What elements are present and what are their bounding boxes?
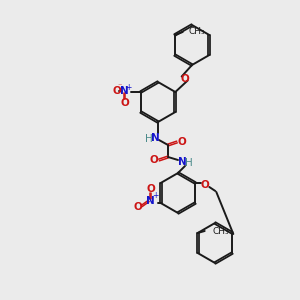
Text: O: O	[178, 137, 186, 147]
Text: CH₃: CH₃	[213, 226, 229, 236]
Text: N: N	[120, 86, 129, 96]
Text: O: O	[180, 74, 189, 83]
Text: O: O	[201, 180, 210, 190]
Text: O: O	[150, 155, 158, 165]
Text: H: H	[185, 158, 193, 168]
Text: N: N	[151, 133, 159, 143]
Text: ⁻: ⁻	[118, 82, 122, 91]
Text: N: N	[178, 157, 186, 167]
Text: O: O	[133, 202, 142, 212]
Text: N: N	[146, 196, 155, 206]
Text: +: +	[125, 82, 132, 91]
Text: CH₃: CH₃	[189, 28, 205, 37]
Text: H: H	[145, 134, 153, 144]
Text: O: O	[112, 86, 121, 96]
Text: +: +	[152, 191, 159, 200]
Text: O: O	[120, 98, 129, 108]
Text: O: O	[146, 184, 155, 194]
